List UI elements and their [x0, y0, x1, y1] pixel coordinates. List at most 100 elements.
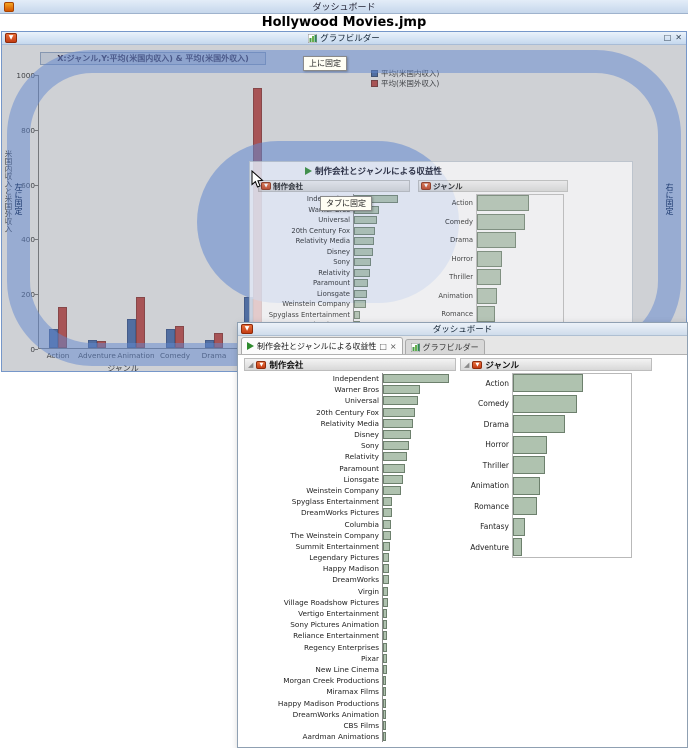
hbar-Happy Madison[interactable] — [383, 564, 390, 574]
bar-row-Pixar[interactable]: Pixar — [244, 652, 456, 664]
bar-row-Columbia[interactable]: Columbia — [244, 518, 456, 530]
hbar-The Weinstein Company[interactable] — [383, 530, 392, 540]
bar-row-Sony Pictures Animation[interactable]: Sony Pictures Animation — [244, 619, 456, 631]
bar-row-Virgin[interactable]: Virgin — [244, 585, 456, 597]
bar-row-Spyglass Entertainment[interactable]: Spyglass Entertainment — [244, 496, 456, 508]
hbar-Independent[interactable] — [383, 374, 449, 384]
bar-row-Relativity[interactable]: Relativity — [244, 451, 456, 463]
hbar-Virgin[interactable] — [383, 586, 389, 596]
disclosure-icon[interactable]: ◢ — [248, 360, 254, 369]
red-triangle-menu-icon[interactable] — [5, 33, 17, 43]
bar-row-Comedy[interactable]: Comedy — [460, 393, 652, 414]
bar-row-Summit Entertainment[interactable]: Summit Entertainment — [244, 540, 456, 552]
bar-row-Aardman Animations[interactable]: Aardman Animations — [244, 731, 456, 743]
bar-row-The Weinstein Company[interactable]: The Weinstein Company — [244, 529, 456, 541]
bar-row-Weinstein Company[interactable]: Weinstein Company — [244, 484, 456, 497]
bar-row-Reliance Entertainment[interactable]: Reliance Entertainment — [244, 630, 456, 642]
tab-float-button[interactable]: □ — [379, 341, 387, 351]
bar-row-Happy Madison[interactable]: Happy Madison — [244, 563, 456, 575]
dashboard-titlebar[interactable]: ダッシュボード — [238, 323, 687, 336]
hbar-New Line Cinema[interactable] — [383, 664, 388, 674]
bar-row-Village Roadshow Pictures[interactable]: Village Roadshow Pictures — [244, 596, 456, 608]
hbar-Animation[interactable] — [513, 476, 540, 495]
hbar-Horror[interactable] — [513, 435, 547, 454]
hbar-Fantasy[interactable] — [513, 517, 525, 536]
bar-row-CBS Films[interactable]: CBS Films — [244, 719, 456, 731]
bar-row-Lionsgate[interactable]: Lionsgate — [244, 473, 456, 485]
bar-row-Relativity Media[interactable]: Relativity Media — [244, 417, 456, 429]
hbar-Relativity Media[interactable] — [383, 418, 413, 428]
hbar-Pixar[interactable] — [383, 653, 388, 663]
hbar-Legendary Pictures[interactable] — [383, 553, 390, 563]
hbar-Weinstein Company[interactable] — [383, 485, 401, 495]
bar-row-Animation[interactable]: Animation — [460, 475, 652, 496]
hbar-Columbia[interactable] — [383, 519, 392, 529]
hbar-20th Century Fox[interactable] — [383, 407, 415, 417]
red-triangle-menu-icon[interactable] — [241, 324, 253, 334]
hbar-DreamWorks Animation[interactable] — [383, 709, 387, 719]
bar-row-Regency Enterprises[interactable]: Regency Enterprises — [244, 641, 456, 653]
hbar-Drama[interactable] — [513, 415, 565, 434]
bar-row-20th Century Fox[interactable]: 20th Century Fox — [244, 406, 456, 418]
bar-row-Adventure[interactable]: Adventure — [460, 537, 652, 558]
bar-row-Morgan Creek Productions[interactable]: Morgan Creek Productions — [244, 675, 456, 687]
bar-row-Drama[interactable]: Drama — [460, 414, 652, 435]
hbar-Spyglass Entertainment[interactable] — [383, 497, 393, 507]
bar-row-Action[interactable]: Action — [460, 373, 652, 394]
bar-row-Horror[interactable]: Horror — [460, 434, 652, 455]
disclosure-icon[interactable]: ◢ — [464, 360, 470, 369]
bar-row-Romance[interactable]: Romance — [460, 496, 652, 517]
hbar-Adventure[interactable] — [513, 538, 522, 557]
bar-row-Happy Madison Productions[interactable]: Happy Madison Productions — [244, 697, 456, 709]
bar-row-Universal[interactable]: Universal — [244, 395, 456, 407]
bar-row-Disney[interactable]: Disney — [244, 428, 456, 441]
os-titlebar[interactable]: ダッシュボード — [0, 0, 688, 14]
hbar-Regency Enterprises[interactable] — [383, 642, 388, 652]
hbar-Action[interactable] — [513, 374, 583, 393]
bar-row-DreamWorks Pictures[interactable]: DreamWorks Pictures — [244, 507, 456, 519]
hbar-Warner Bros[interactable] — [383, 385, 421, 395]
bar-row-Legendary Pictures[interactable]: Legendary Pictures — [244, 552, 456, 564]
hbar-Morgan Creek Productions[interactable] — [383, 676, 387, 686]
hbar-Village Roadshow Pictures[interactable] — [383, 597, 389, 607]
red-triangle-menu-icon[interactable] — [256, 360, 267, 369]
hbar-Reliance Entertainment[interactable] — [383, 631, 388, 641]
hbar-DreamWorks[interactable] — [383, 575, 390, 585]
genres-panel-header[interactable]: ◢ ジャンル — [460, 358, 652, 371]
legend-entry[interactable]: 平均(米国外収入) — [371, 78, 439, 88]
bar-row-Sony[interactable]: Sony — [244, 440, 456, 452]
hbar-Vertigo Entertainment[interactable] — [383, 609, 388, 619]
graph-builder-titlebar[interactable]: グラフビルダー □ ✕ — [2, 32, 686, 45]
red-triangle-menu-icon[interactable] — [472, 360, 483, 369]
bar-row-New Line Cinema[interactable]: New Line Cinema — [244, 663, 456, 676]
x-axis-title[interactable]: ジャンル — [107, 364, 139, 371]
hbar-Relativity[interactable] — [383, 452, 407, 462]
hbar-Thriller[interactable] — [513, 456, 545, 475]
hbar-Paramount[interactable] — [383, 463, 405, 473]
hbar-Disney[interactable] — [383, 430, 411, 440]
close-button[interactable]: ✕ — [675, 33, 682, 42]
bar-row-Fantasy[interactable]: Fantasy — [460, 516, 652, 537]
maximize-button[interactable]: □ — [663, 33, 672, 42]
bar-row-DreamWorks[interactable]: DreamWorks — [244, 574, 456, 586]
hbar-DreamWorks Pictures[interactable] — [383, 508, 393, 518]
bar-row-Vertigo Entertainment[interactable]: Vertigo Entertainment — [244, 607, 456, 620]
bar-row-Thriller[interactable]: Thriller — [460, 455, 652, 476]
hbar-Universal[interactable] — [383, 396, 419, 406]
bar-row-Independent[interactable]: Independent — [244, 373, 456, 385]
hbar-CBS Films[interactable] — [383, 720, 387, 730]
hbar-Miramax Films[interactable] — [383, 687, 387, 697]
hbar-Romance[interactable] — [513, 497, 537, 516]
hbar-Happy Madison Productions[interactable] — [383, 698, 387, 708]
hbar-Aardman Animations[interactable] — [383, 732, 387, 742]
bar-row-Paramount[interactable]: Paramount — [244, 462, 456, 474]
bar-row-Miramax Films[interactable]: Miramax Films — [244, 686, 456, 698]
companies-panel-header[interactable]: ◢ 制作会社 — [244, 358, 456, 371]
bar-row-DreamWorks Animation[interactable]: DreamWorks Animation — [244, 708, 456, 720]
hbar-Summit Entertainment[interactable] — [383, 541, 391, 551]
hbar-Comedy[interactable] — [513, 394, 577, 413]
hbar-Lionsgate[interactable] — [383, 474, 403, 484]
hbar-Sony Pictures Animation[interactable] — [383, 620, 388, 630]
bar-row-Warner Bros[interactable]: Warner Bros — [244, 384, 456, 396]
tab-graph-builder[interactable]: グラフビルダー — [404, 339, 485, 354]
